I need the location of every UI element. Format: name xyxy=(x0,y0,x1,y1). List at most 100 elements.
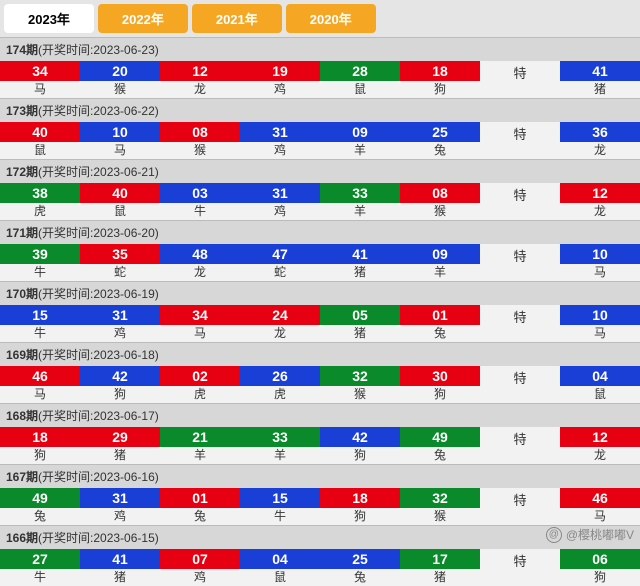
special-number-value: 46 xyxy=(560,488,640,508)
special-number-value: 06 xyxy=(560,549,640,569)
zodiac-label: 虎 xyxy=(194,386,206,403)
year-tab-2022年[interactable]: 2022年 xyxy=(98,4,188,33)
number-value: 19 xyxy=(240,61,320,81)
number-value: 08 xyxy=(400,183,480,203)
number-cell: 08猴 xyxy=(400,183,480,220)
zodiac-label: 兔 xyxy=(194,508,206,525)
zodiac-label: 马 xyxy=(34,81,46,98)
zodiac-label: 鸡 xyxy=(274,203,286,220)
zodiac-label: 虎 xyxy=(34,203,46,220)
period-header: 169期(开奖时间:2023-06-18) xyxy=(0,343,640,366)
number-value: 48 xyxy=(160,244,240,264)
zodiac-label: 兔 xyxy=(434,447,446,464)
special-number-value: 04 xyxy=(560,366,640,386)
period-167: 167期(开奖时间:2023-06-16)49兔31鸡01兔15牛18狗32猴特… xyxy=(0,464,640,525)
number-cell: 17猪 xyxy=(400,549,480,586)
number-value: 24 xyxy=(240,305,320,325)
number-cell: 07鸡 xyxy=(160,549,240,586)
period-170: 170期(开奖时间:2023-06-19)15牛31鸡34马24龙05猪01兔特… xyxy=(0,281,640,342)
special-label: 特 xyxy=(513,366,526,387)
special-zodiac-label: 马 xyxy=(594,264,606,281)
period-header: 172期(开奖时间:2023-06-21) xyxy=(0,160,640,183)
period-no: 174期 xyxy=(6,43,38,57)
number-cell: 31鸡 xyxy=(80,305,160,342)
period-header: 174期(开奖时间:2023-06-23) xyxy=(0,38,640,61)
number-value: 42 xyxy=(80,366,160,386)
number-cell: 40鼠 xyxy=(80,183,160,220)
number-cell: 33羊 xyxy=(320,183,400,220)
number-row: 34马20猴12龙19鸡28鼠18狗特41猪 xyxy=(0,61,640,98)
number-value: 05 xyxy=(320,305,400,325)
number-value: 31 xyxy=(80,488,160,508)
number-cell: 41猪 xyxy=(80,549,160,586)
zodiac-label: 龙 xyxy=(194,264,206,281)
number-value: 18 xyxy=(400,61,480,81)
period-169: 169期(开奖时间:2023-06-18)46马42狗02虎26虎32猴30狗特… xyxy=(0,342,640,403)
special-label: 特 xyxy=(513,122,526,143)
zodiac-label: 牛 xyxy=(34,569,46,586)
number-cell: 42狗 xyxy=(80,366,160,403)
zodiac-label: 马 xyxy=(114,142,126,159)
number-cell: 01兔 xyxy=(400,305,480,342)
period-no: 167期 xyxy=(6,470,38,484)
period-no: 171期 xyxy=(6,226,38,240)
number-value: 41 xyxy=(80,549,160,569)
zodiac-label: 羊 xyxy=(354,203,366,220)
number-cell: 02虎 xyxy=(160,366,240,403)
number-cell: 12龙 xyxy=(160,61,240,98)
number-value: 40 xyxy=(0,122,80,142)
number-cell: 18狗 xyxy=(320,488,400,525)
number-cell: 32猴 xyxy=(320,366,400,403)
zodiac-label: 狗 xyxy=(434,386,446,403)
results-list: 174期(开奖时间:2023-06-23)34马20猴12龙19鸡28鼠18狗特… xyxy=(0,37,640,586)
number-row: 15牛31鸡34马24龙05猪01兔特10马 xyxy=(0,305,640,342)
number-value: 47 xyxy=(240,244,320,264)
number-cell: 33羊 xyxy=(240,427,320,464)
number-value: 33 xyxy=(320,183,400,203)
number-value: 32 xyxy=(400,488,480,508)
special-number-cell: 06狗 xyxy=(560,549,640,586)
zodiac-label: 虎 xyxy=(274,386,286,403)
year-tab-2020年[interactable]: 2020年 xyxy=(286,4,376,33)
zodiac-label: 羊 xyxy=(194,447,206,464)
number-value: 10 xyxy=(80,122,160,142)
year-tab-2021年[interactable]: 2021年 xyxy=(192,4,282,33)
number-value: 49 xyxy=(400,427,480,447)
number-value: 32 xyxy=(320,366,400,386)
period-174: 174期(开奖时间:2023-06-23)34马20猴12龙19鸡28鼠18狗特… xyxy=(0,37,640,98)
number-value: 31 xyxy=(80,305,160,325)
special-number-value: 36 xyxy=(560,122,640,142)
zodiac-label: 鼠 xyxy=(114,203,126,220)
zodiac-label: 狗 xyxy=(34,447,46,464)
zodiac-label: 牛 xyxy=(274,508,286,525)
zodiac-label: 鸡 xyxy=(114,325,126,342)
number-value: 28 xyxy=(320,61,400,81)
special-number-cell: 10马 xyxy=(560,305,640,342)
watermark-text: @樱桃嘟嘟V xyxy=(566,526,634,543)
zodiac-label: 猪 xyxy=(434,569,446,586)
zodiac-label: 鼠 xyxy=(274,569,286,586)
number-value: 31 xyxy=(240,183,320,203)
special-number-value: 10 xyxy=(560,305,640,325)
zodiac-label: 鸡 xyxy=(274,81,286,98)
special-label-cell: 特 xyxy=(480,488,560,525)
number-value: 34 xyxy=(0,61,80,81)
zodiac-label: 牛 xyxy=(34,325,46,342)
number-value: 31 xyxy=(240,122,320,142)
period-no: 168期 xyxy=(6,409,38,423)
number-cell: 41猪 xyxy=(320,244,400,281)
number-cell: 26虎 xyxy=(240,366,320,403)
zodiac-label: 猴 xyxy=(354,386,366,403)
number-cell: 25兔 xyxy=(400,122,480,159)
period-header: 173期(开奖时间:2023-06-22) xyxy=(0,99,640,122)
number-cell: 27牛 xyxy=(0,549,80,586)
special-number-value: 41 xyxy=(560,61,640,81)
number-cell: 49兔 xyxy=(400,427,480,464)
period-no: 170期 xyxy=(6,287,38,301)
zodiac-label: 蛇 xyxy=(274,264,286,281)
number-value: 07 xyxy=(160,549,240,569)
year-tab-2023年[interactable]: 2023年 xyxy=(4,4,94,33)
number-cell: 05猪 xyxy=(320,305,400,342)
number-value: 18 xyxy=(320,488,400,508)
period-no: 173期 xyxy=(6,104,38,118)
